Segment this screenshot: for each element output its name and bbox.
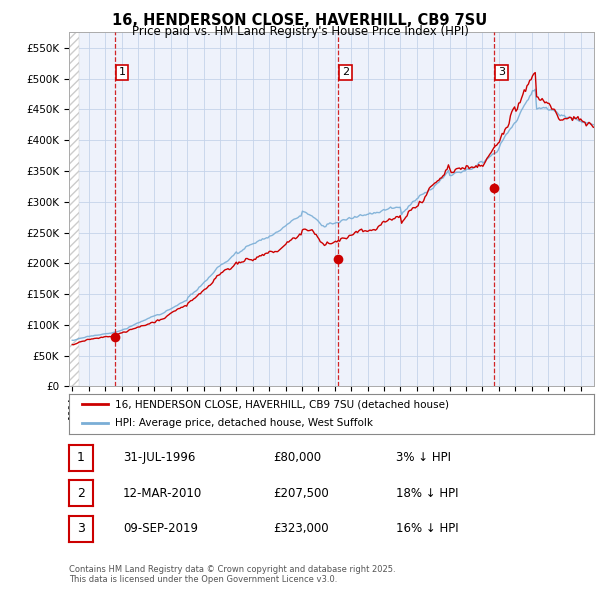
Text: 12-MAR-2010: 12-MAR-2010: [123, 487, 202, 500]
Text: 09-SEP-2019: 09-SEP-2019: [123, 522, 198, 535]
Text: 1: 1: [119, 67, 126, 77]
Text: 31-JUL-1996: 31-JUL-1996: [123, 451, 196, 464]
Text: 2: 2: [77, 487, 85, 500]
Text: 16, HENDERSON CLOSE, HAVERHILL, CB9 7SU (detached house): 16, HENDERSON CLOSE, HAVERHILL, CB9 7SU …: [115, 399, 449, 409]
Text: HPI: Average price, detached house, West Suffolk: HPI: Average price, detached house, West…: [115, 418, 373, 428]
Text: 3: 3: [77, 522, 85, 535]
Text: 2: 2: [342, 67, 349, 77]
Text: £207,500: £207,500: [273, 487, 329, 500]
Text: 1: 1: [77, 451, 85, 464]
Polygon shape: [69, 32, 79, 386]
Text: 16% ↓ HPI: 16% ↓ HPI: [396, 522, 458, 535]
Text: £80,000: £80,000: [273, 451, 321, 464]
Text: 3: 3: [498, 67, 505, 77]
Text: 16, HENDERSON CLOSE, HAVERHILL, CB9 7SU: 16, HENDERSON CLOSE, HAVERHILL, CB9 7SU: [112, 13, 488, 28]
Text: 18% ↓ HPI: 18% ↓ HPI: [396, 487, 458, 500]
Text: Price paid vs. HM Land Registry's House Price Index (HPI): Price paid vs. HM Land Registry's House …: [131, 25, 469, 38]
Text: £323,000: £323,000: [273, 522, 329, 535]
Text: Contains HM Land Registry data © Crown copyright and database right 2025.
This d: Contains HM Land Registry data © Crown c…: [69, 565, 395, 584]
Text: 3% ↓ HPI: 3% ↓ HPI: [396, 451, 451, 464]
